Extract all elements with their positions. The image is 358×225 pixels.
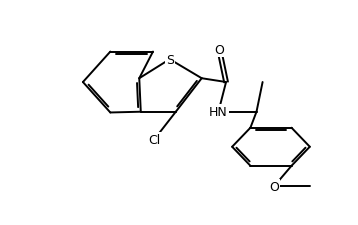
Text: S: S [166, 54, 174, 66]
Text: Cl: Cl [148, 133, 161, 146]
Text: O: O [214, 44, 224, 56]
Text: O: O [269, 180, 279, 193]
Text: HN: HN [209, 106, 228, 119]
